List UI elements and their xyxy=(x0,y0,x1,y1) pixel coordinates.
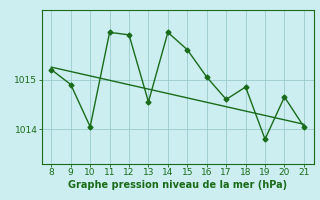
X-axis label: Graphe pression niveau de la mer (hPa): Graphe pression niveau de la mer (hPa) xyxy=(68,180,287,190)
